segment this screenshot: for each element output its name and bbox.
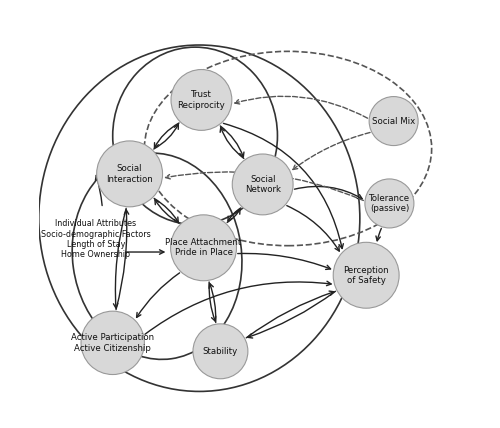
FancyArrowPatch shape xyxy=(246,291,334,338)
FancyArrowPatch shape xyxy=(155,200,179,223)
FancyArrowPatch shape xyxy=(126,250,164,254)
FancyArrowPatch shape xyxy=(224,123,344,249)
FancyArrowPatch shape xyxy=(209,282,216,321)
FancyArrowPatch shape xyxy=(145,281,331,334)
Text: Individual Attributes
Socio-demographic Factors
Length of Stay
Home Ownership: Individual Attributes Socio-demographic … xyxy=(41,219,150,259)
Text: Perception
of Safety: Perception of Safety xyxy=(344,265,389,285)
Text: Social
Network: Social Network xyxy=(244,175,280,194)
FancyArrowPatch shape xyxy=(376,229,382,241)
FancyArrowPatch shape xyxy=(154,123,179,148)
Text: Trust
Reciprocity: Trust Reciprocity xyxy=(178,90,226,110)
Text: Social
Interaction: Social Interaction xyxy=(106,164,153,184)
Circle shape xyxy=(369,97,418,146)
FancyArrowPatch shape xyxy=(235,96,368,118)
FancyArrowPatch shape xyxy=(248,291,336,338)
FancyArrowPatch shape xyxy=(154,125,178,149)
Text: Social Mix: Social Mix xyxy=(372,116,416,125)
Circle shape xyxy=(171,69,232,131)
FancyArrowPatch shape xyxy=(294,187,362,199)
FancyArrowPatch shape xyxy=(238,253,330,269)
FancyArrowPatch shape xyxy=(227,209,240,223)
Text: Place Attachment
Pride in Place: Place Attachment Pride in Place xyxy=(166,238,242,258)
FancyArrowPatch shape xyxy=(209,283,216,323)
Circle shape xyxy=(333,242,399,308)
Circle shape xyxy=(170,215,236,281)
FancyArrowPatch shape xyxy=(114,208,126,308)
Circle shape xyxy=(365,179,414,228)
FancyArrowPatch shape xyxy=(154,198,178,222)
Text: Active Participation
Active Citizenship: Active Participation Active Citizenship xyxy=(71,333,154,353)
FancyArrowPatch shape xyxy=(136,273,180,318)
FancyArrowPatch shape xyxy=(228,208,241,221)
FancyArrowPatch shape xyxy=(116,210,128,309)
FancyArrowPatch shape xyxy=(220,126,244,157)
FancyArrowPatch shape xyxy=(220,128,244,158)
Circle shape xyxy=(96,141,162,207)
Circle shape xyxy=(81,311,144,374)
Circle shape xyxy=(193,324,248,379)
FancyArrowPatch shape xyxy=(166,172,364,200)
Text: Stability: Stability xyxy=(203,347,238,356)
Circle shape xyxy=(232,154,293,215)
FancyArrowPatch shape xyxy=(96,175,102,205)
Text: Tolerance
(passive): Tolerance (passive) xyxy=(369,194,410,213)
FancyArrowPatch shape xyxy=(287,205,340,251)
FancyArrowPatch shape xyxy=(293,133,370,169)
